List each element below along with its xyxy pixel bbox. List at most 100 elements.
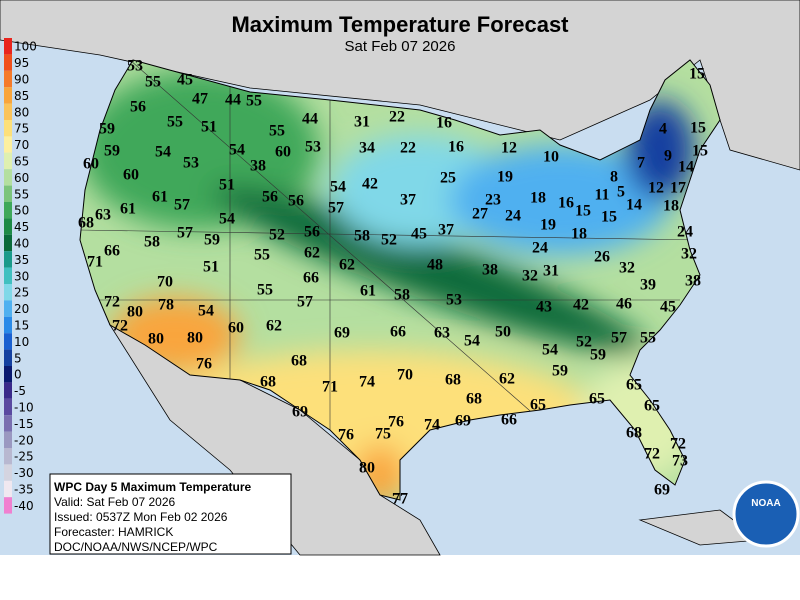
temperature-label: 55 bbox=[145, 74, 161, 91]
temperature-label: 78 bbox=[158, 297, 174, 314]
temperature-label: 62 bbox=[304, 245, 320, 262]
temperature-label: 71 bbox=[322, 379, 338, 396]
temperature-label: 59 bbox=[104, 143, 120, 160]
temperature-label: 14 bbox=[678, 159, 694, 176]
legend-swatch bbox=[4, 382, 12, 399]
info-line: Issued: 0537Z Mon Feb 02 2026 bbox=[54, 510, 228, 524]
temperature-label: 46 bbox=[616, 296, 632, 313]
temperature-label: 52 bbox=[381, 232, 397, 249]
logo bbox=[732, 480, 800, 548]
temperature-label: 56 bbox=[130, 99, 146, 116]
temperature-label: 16 bbox=[558, 195, 574, 212]
temperature-label: 66 bbox=[501, 412, 517, 429]
legend-label: 70 bbox=[14, 138, 29, 152]
temperature-label: 61 bbox=[360, 283, 376, 300]
temperature-label: 60 bbox=[228, 320, 244, 337]
temperature-label: 56 bbox=[262, 189, 278, 206]
temperature-label: 10 bbox=[543, 149, 559, 166]
temperature-label: 76 bbox=[388, 414, 404, 431]
temperature-label: 32 bbox=[681, 246, 697, 263]
temperature-label: 80 bbox=[148, 331, 164, 348]
temperature-label: 55 bbox=[640, 330, 656, 347]
temperature-label: 44 bbox=[302, 111, 318, 128]
legend-swatch bbox=[4, 398, 12, 416]
temperature-label: 61 bbox=[152, 189, 168, 206]
temperature-label: 53 bbox=[127, 58, 143, 75]
info-line: Forecaster: HAMRICK bbox=[54, 525, 173, 539]
legend-swatch bbox=[4, 464, 12, 481]
temperature-label: 4 bbox=[659, 121, 667, 138]
temperature-label: 53 bbox=[446, 292, 462, 309]
temperature-label: 62 bbox=[499, 371, 515, 388]
info-line: Valid: Sat Feb 07 2026 bbox=[54, 495, 176, 509]
temperature-label: 32 bbox=[619, 260, 635, 277]
legend-label: 45 bbox=[14, 220, 29, 234]
legend-label: -5 bbox=[14, 384, 26, 398]
temperature-label: 61 bbox=[120, 201, 136, 218]
temperature-label: 60 bbox=[83, 156, 99, 173]
temperature-label: 48 bbox=[427, 257, 443, 274]
temperature-label: 45 bbox=[177, 72, 193, 89]
temperature-label: 53 bbox=[183, 155, 199, 172]
temperature-label: 66 bbox=[390, 324, 406, 341]
temperature-label: 43 bbox=[536, 299, 552, 316]
legend-label: 35 bbox=[14, 253, 29, 267]
temperature-label: 80 bbox=[187, 330, 203, 347]
legend-label: 30 bbox=[14, 269, 29, 283]
temperature-label: 17 bbox=[670, 180, 686, 197]
temperature-label: 69 bbox=[292, 404, 308, 421]
legend-swatch bbox=[4, 70, 12, 88]
legend-label: 95 bbox=[14, 56, 29, 70]
temperature-label: 54 bbox=[330, 179, 346, 196]
temperature-label: 9 bbox=[664, 148, 672, 165]
title: Maximum Temperature Forecast bbox=[231, 12, 569, 37]
temperature-label: 5 bbox=[617, 184, 625, 201]
canada bbox=[0, 0, 800, 171]
temperature-label: 62 bbox=[339, 257, 355, 274]
temperature-label: 24 bbox=[505, 208, 521, 225]
temperature-label: 65 bbox=[626, 377, 642, 394]
temperature-label: 72 bbox=[670, 436, 686, 453]
state-lines bbox=[80, 60, 701, 500]
temperature-label: 73 bbox=[672, 453, 688, 470]
info-line: WPC Day 5 Maximum Temperature bbox=[54, 480, 251, 494]
temperature-label: 69 bbox=[455, 413, 471, 430]
legend-label: 100 bbox=[14, 40, 37, 54]
legend-swatch bbox=[4, 136, 12, 153]
field-cold bbox=[450, 145, 670, 255]
temperature-label: 15 bbox=[601, 209, 617, 226]
temperature-label: 32 bbox=[522, 268, 538, 285]
temperature-label: 62 bbox=[266, 318, 282, 335]
temperature-label: 72 bbox=[644, 446, 660, 463]
legend-label: 55 bbox=[14, 187, 29, 201]
temperature-label: 72 bbox=[112, 318, 128, 335]
legend-swatch bbox=[4, 234, 12, 252]
temperature-label: 59 bbox=[552, 363, 568, 380]
temperature-label: 80 bbox=[359, 460, 375, 477]
temperature-label: 70 bbox=[397, 367, 413, 384]
temperature-label: 75 bbox=[375, 426, 391, 443]
temperature-label: 37 bbox=[400, 192, 416, 209]
temperature-label: 42 bbox=[573, 297, 589, 314]
temperature-label: 57 bbox=[297, 294, 313, 311]
temperature-label: 52 bbox=[269, 227, 285, 244]
legend-swatch bbox=[4, 497, 12, 514]
legend-label: 25 bbox=[14, 286, 29, 300]
legend-swatch bbox=[4, 251, 12, 268]
temperature-label: 44 bbox=[225, 92, 241, 109]
subtitle: Sat Feb 07 2026 bbox=[345, 38, 456, 55]
legend-label: 20 bbox=[14, 302, 29, 316]
temperature-label: 14 bbox=[626, 197, 642, 214]
legend-swatch bbox=[4, 366, 12, 383]
temperature-label: 54 bbox=[542, 342, 558, 359]
temperature-label: 60 bbox=[123, 167, 139, 184]
temperature-label: 68 bbox=[445, 372, 461, 389]
legend-swatch bbox=[4, 38, 12, 55]
legend-label: 0 bbox=[14, 368, 22, 382]
legend-swatch bbox=[4, 316, 12, 334]
temperature-label: 56 bbox=[304, 224, 320, 241]
legend-swatch bbox=[4, 54, 12, 71]
legend-label: -25 bbox=[14, 450, 34, 464]
temperature-label: 59 bbox=[99, 121, 115, 138]
temperature-label: 58 bbox=[394, 287, 410, 304]
